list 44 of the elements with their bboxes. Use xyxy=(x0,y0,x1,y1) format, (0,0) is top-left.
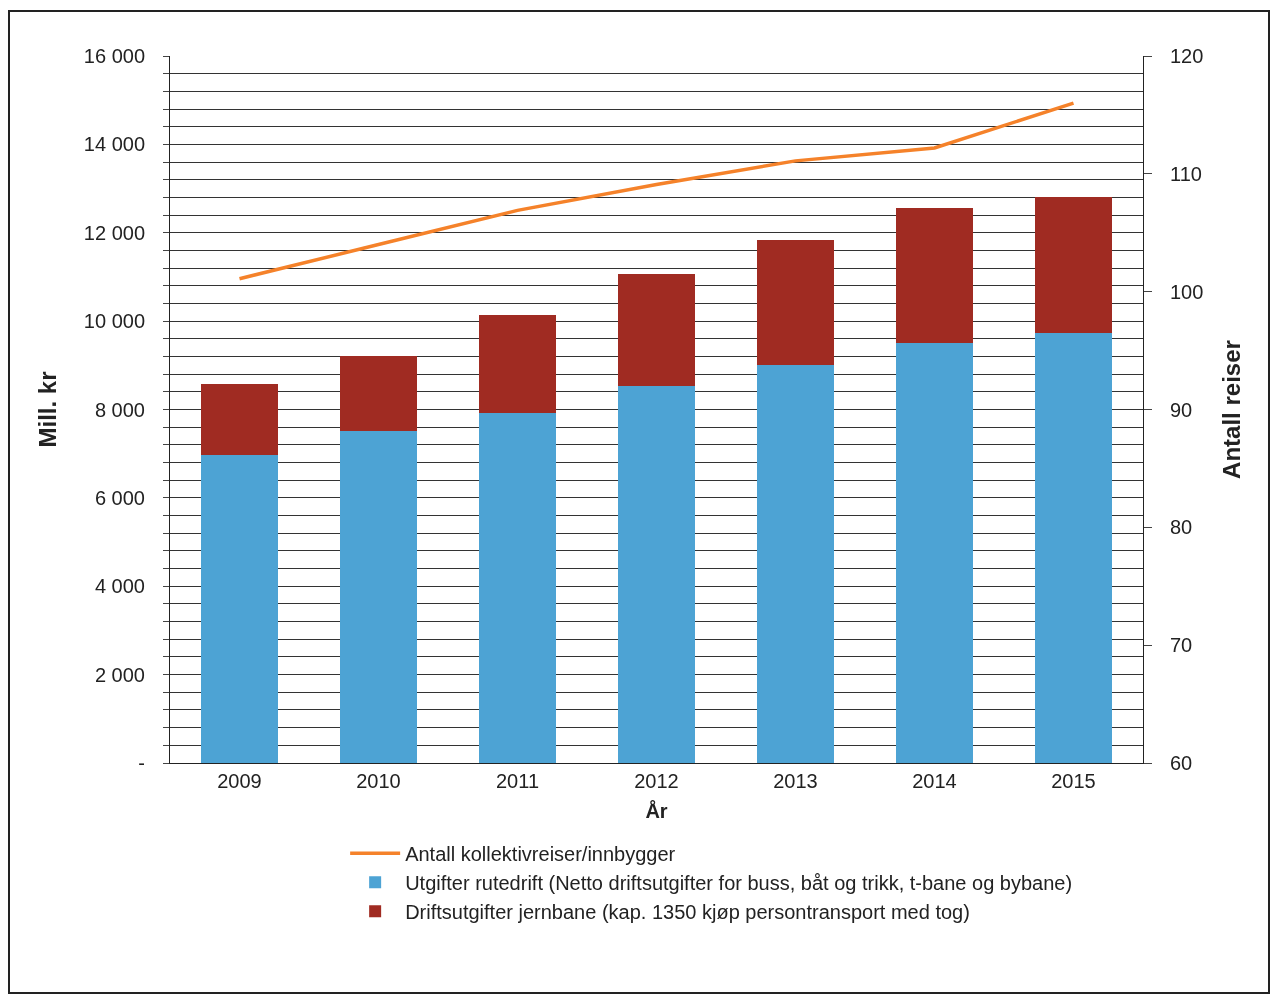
y2-tick-label: 60 xyxy=(1170,752,1193,774)
legend-label: Utgifter rutedrift (Netto driftsutgifter for buss, båt og trikk, t-bane og bybane) xyxy=(405,872,1073,894)
bar xyxy=(340,356,417,432)
y2-tick-label: 90 xyxy=(1170,398,1193,421)
legend-label: Driftsutgifter jernbane (kap. 1350 kjøp persontransport med tog) xyxy=(405,901,970,923)
y-tick-label: 10 000 xyxy=(83,310,145,333)
bar xyxy=(896,208,973,344)
bar xyxy=(1035,196,1112,334)
bar xyxy=(201,455,278,763)
y-axis-title: Mill. kr xyxy=(33,371,61,448)
y2-tick-label: 70 xyxy=(1170,634,1193,657)
x-tick-label: 2014 xyxy=(912,770,957,792)
y2-tick-label: 110 xyxy=(1170,162,1202,185)
y2-tick-label: 80 xyxy=(1170,516,1193,539)
bar xyxy=(479,413,556,763)
x-tick-label: 2011 xyxy=(495,770,540,792)
bar xyxy=(757,239,834,365)
y2-tick-label: 120 xyxy=(1170,45,1204,67)
y-tick-label: 12 000 xyxy=(83,221,145,244)
y2-tick-label: 100 xyxy=(1170,280,1204,303)
y2-axis-title: Antall reiser xyxy=(1217,340,1245,479)
bar xyxy=(618,273,695,387)
bar xyxy=(757,364,834,763)
y-tick-label: 4 000 xyxy=(94,575,145,598)
y-tick-label: 14 000 xyxy=(83,133,145,156)
bar xyxy=(618,386,695,763)
bar xyxy=(201,383,278,456)
legend-label: Antall kollektivreiser/innbygger xyxy=(405,843,676,865)
line-series xyxy=(237,101,1076,281)
bar xyxy=(340,431,417,763)
y-tick-label: 2 000 xyxy=(94,663,145,686)
y-tick-label: 8 000 xyxy=(94,398,145,421)
bar xyxy=(479,314,556,414)
x-tick-label: 2015 xyxy=(1051,770,1096,792)
x-tick-label: 2009 xyxy=(217,770,262,792)
y-tick-label: 16 000 xyxy=(83,45,145,67)
x-tick-label: 2012 xyxy=(634,770,679,792)
bar xyxy=(1035,333,1112,763)
x-tick-label: 2010 xyxy=(356,770,401,792)
x-tick-label: 2013 xyxy=(773,770,818,792)
y-tick-label: - xyxy=(138,752,145,774)
x-axis-title: År xyxy=(645,798,668,822)
y-tick-label: 6 000 xyxy=(94,486,145,509)
bar xyxy=(896,343,973,763)
